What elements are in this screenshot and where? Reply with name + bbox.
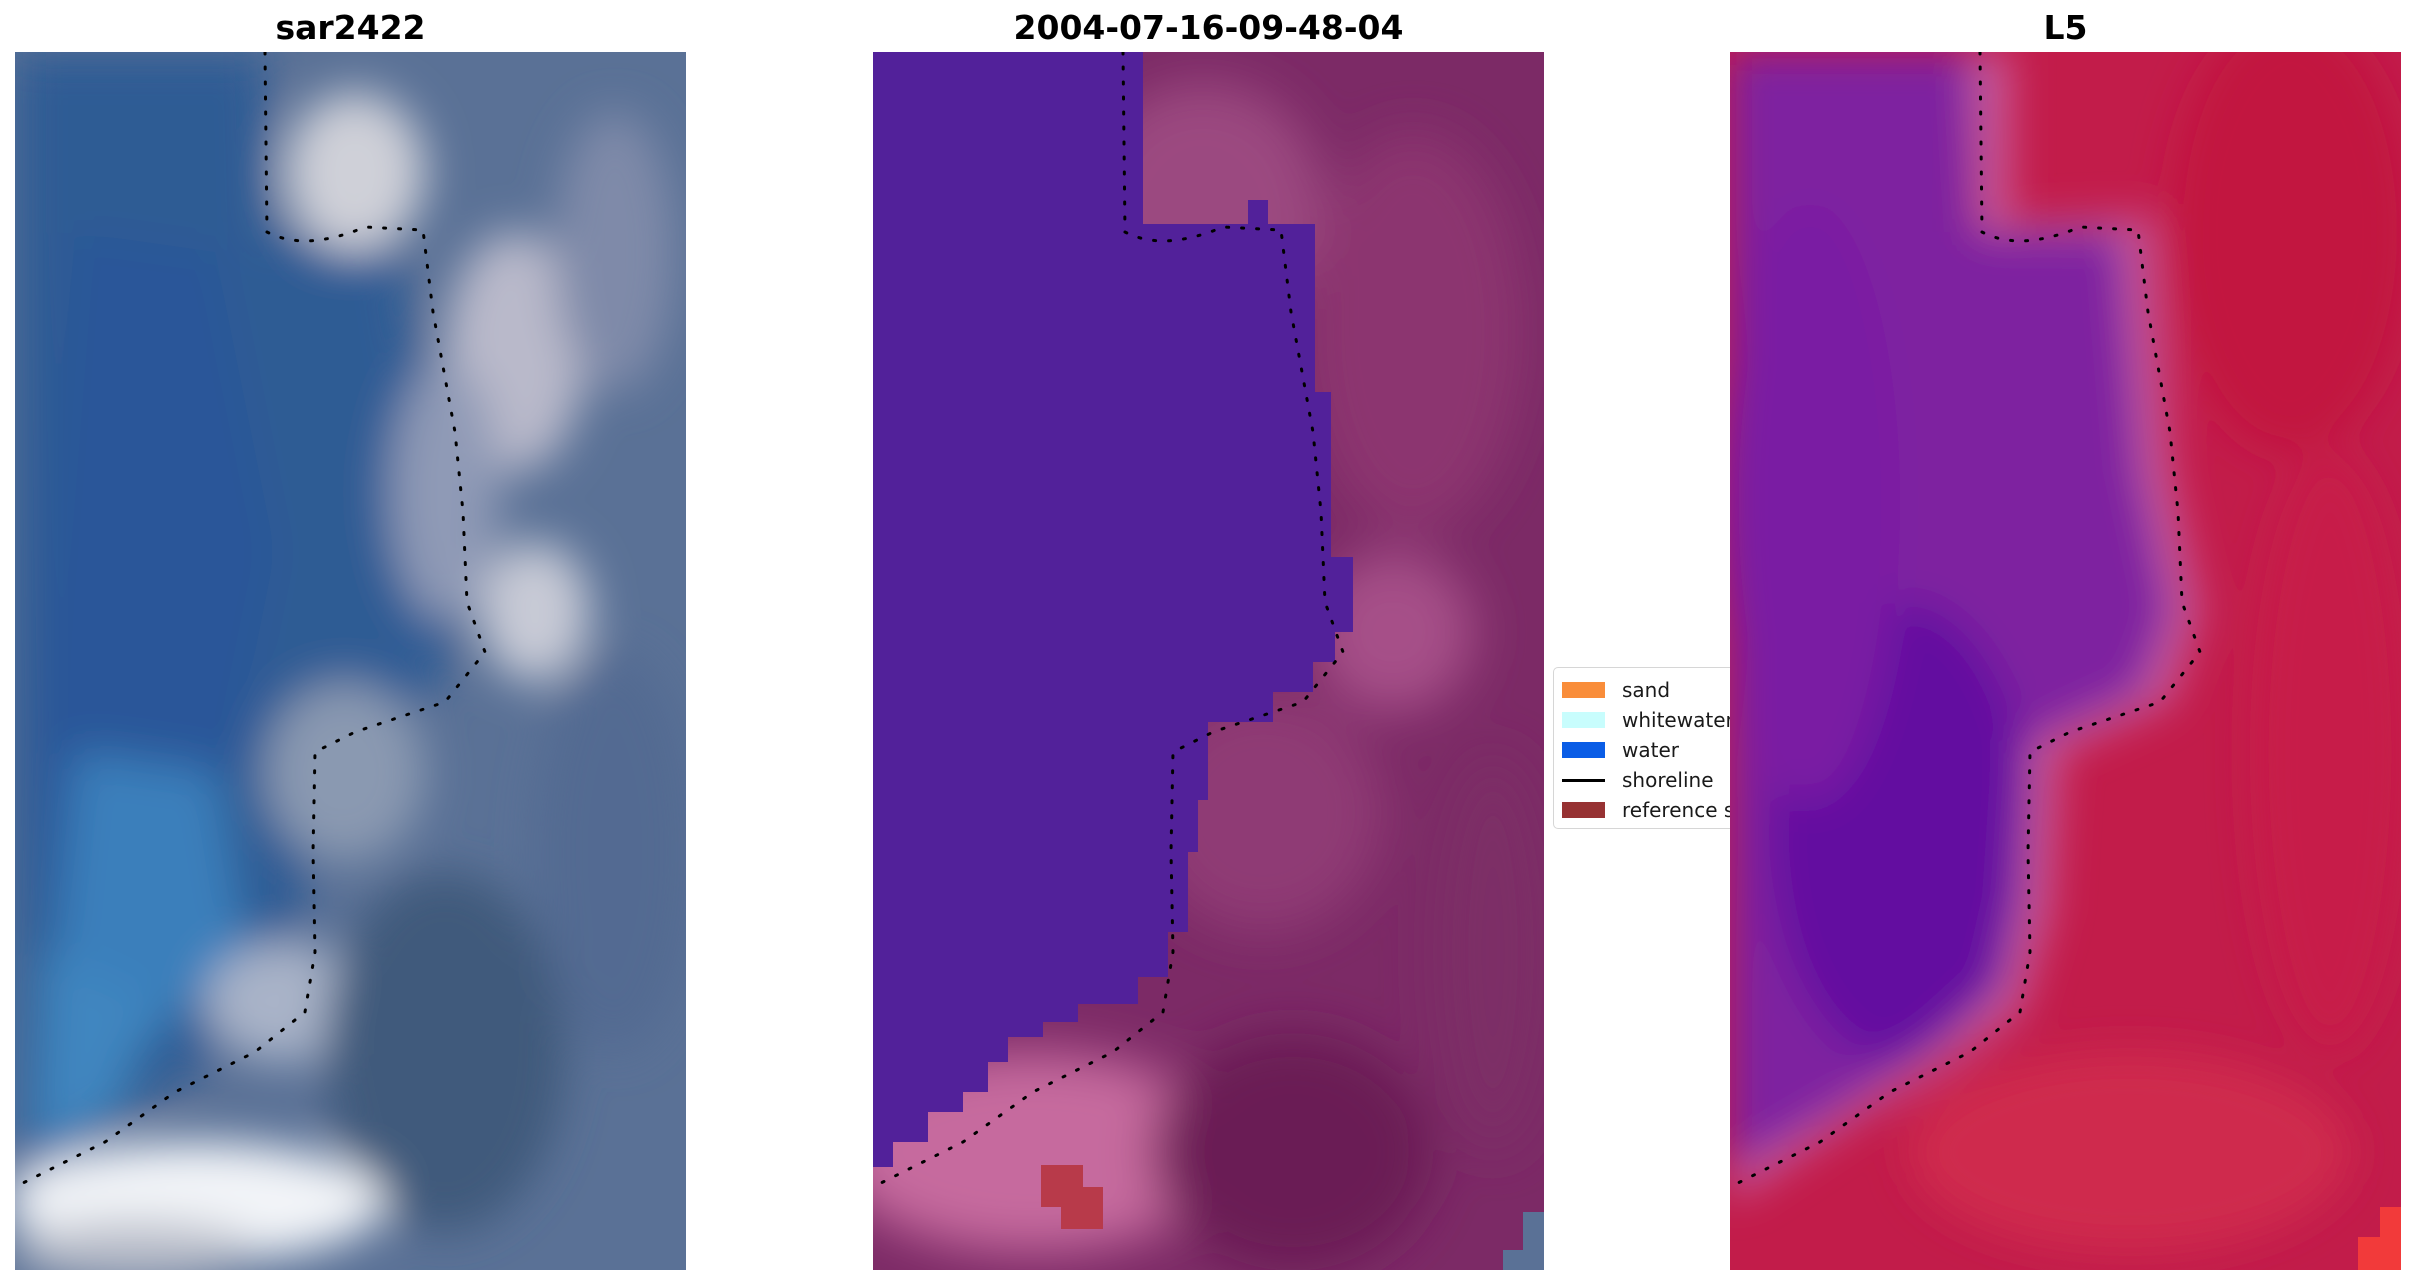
legend-label: shoreline bbox=[1622, 768, 1714, 792]
index-panel-overlay bbox=[1730, 660, 2401, 840]
water-swatch bbox=[1562, 742, 1605, 758]
panel-title-index: L5 bbox=[2043, 8, 2088, 47]
panel-title-rgb: sar2422 bbox=[275, 8, 426, 47]
rgb-image bbox=[15, 52, 686, 1270]
panel-title-date: 2004-07-16-09-48-04 bbox=[1013, 8, 1404, 47]
classification-image bbox=[873, 52, 1544, 1270]
classification-panel bbox=[873, 52, 1544, 1270]
shoreline-line-swatch bbox=[1562, 778, 1605, 782]
sand-swatch bbox=[1562, 682, 1605, 698]
legend-item-sand: sand bbox=[1562, 678, 1670, 702]
legend-label: sand bbox=[1622, 678, 1671, 702]
rgb-image-panel bbox=[15, 52, 686, 1270]
legend-label: water bbox=[1622, 738, 1679, 762]
reference-shoreline-swatch bbox=[1562, 802, 1605, 818]
whitewater-swatch bbox=[1562, 712, 1605, 728]
legend-item-shoreline: shoreline bbox=[1562, 768, 1714, 792]
legend-item-whitewater: whitewater bbox=[1562, 708, 1734, 732]
legend-label: whitewater bbox=[1622, 708, 1734, 732]
index-image-overlay bbox=[1730, 660, 2401, 840]
legend-item-water: water bbox=[1562, 738, 1679, 762]
